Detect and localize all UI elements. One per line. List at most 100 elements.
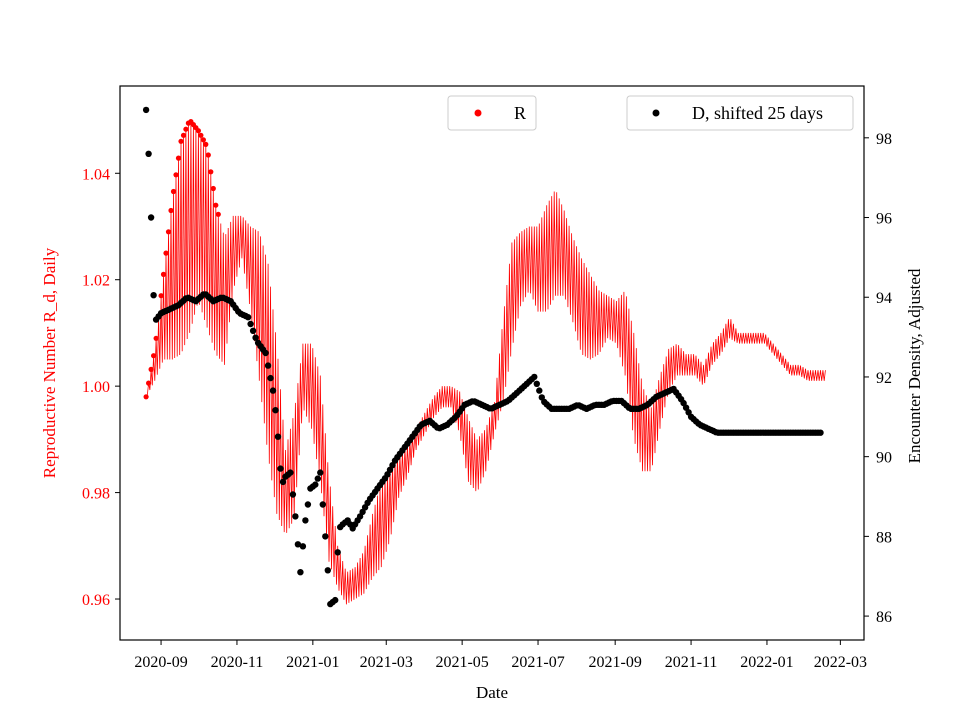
y-right-axis-ticks: 86 88 90 92 94 96 98 <box>864 131 892 626</box>
series-d-point <box>277 465 284 472</box>
y-left-tick-label: 0.96 <box>82 592 110 609</box>
plot-frame <box>119 85 865 641</box>
series-d-point <box>274 433 282 440</box>
y-right-axis-title: Encounter Density, Adjusted <box>905 268 924 463</box>
series-d-point <box>294 541 302 548</box>
series-r-point <box>213 202 219 208</box>
legend-r: R <box>447 95 537 131</box>
series-r-point <box>175 155 182 161</box>
x-tick-label: 2021-03 <box>360 654 413 671</box>
series-d-shifted <box>142 106 824 608</box>
series-r-point <box>160 271 167 277</box>
series-d-point <box>292 513 299 520</box>
series-r-point <box>178 138 184 144</box>
x-tick-label: 2021-07 <box>511 654 564 671</box>
x-tick-label: 2022-03 <box>814 654 867 671</box>
series-r-point <box>158 293 164 299</box>
series-r-point <box>163 250 169 256</box>
series-d-point <box>249 327 257 334</box>
series-r-point <box>180 132 187 138</box>
series-d-point <box>322 533 329 540</box>
x-tick-label: 2021-09 <box>589 654 642 671</box>
series-r-point <box>205 152 211 158</box>
series-r-point <box>200 137 206 143</box>
series-r-point <box>151 353 157 359</box>
legend-r-frame <box>447 95 537 131</box>
series-d-point <box>297 569 304 576</box>
y-right-tick-label: 90 <box>876 450 892 467</box>
series-r-point <box>146 380 152 386</box>
series-r-point <box>183 126 189 132</box>
legend-r-label: R <box>514 103 526 123</box>
series-d-point <box>317 469 324 476</box>
y-left-tick-label: 0.98 <box>82 486 110 503</box>
y-right-tick-label: 98 <box>876 131 892 148</box>
plot-area-background <box>120 86 864 640</box>
series-d-point <box>145 150 152 157</box>
series-r-point <box>168 207 174 214</box>
series-d-point <box>334 549 341 556</box>
series-r <box>143 119 826 605</box>
series-r-point <box>170 188 177 195</box>
series-d-point <box>262 349 269 357</box>
series-d-point <box>817 429 824 436</box>
y-left-tick-label: 1.02 <box>82 273 110 290</box>
x-tick-label: 2021-05 <box>435 654 488 671</box>
series-d-point <box>304 501 312 508</box>
y-left-axis-title: Reproductive Number R_d, Daily <box>40 247 59 478</box>
series-d-point <box>287 469 294 476</box>
series-d-point <box>244 314 252 321</box>
x-tick-label: 2020-09 <box>134 654 187 671</box>
series-r-point <box>153 335 159 341</box>
y-left-tick-label: 1.04 <box>82 166 110 183</box>
y-right-tick-label: 94 <box>876 290 892 307</box>
y-right-tick-label: 96 <box>876 211 892 228</box>
y-right-tick-label: 86 <box>876 609 892 626</box>
legend-d: D, shifted 25 days <box>626 95 854 131</box>
series-d-point <box>267 374 274 382</box>
x-tick-label: 2020-11 <box>211 654 264 671</box>
x-tick-label: 2022-01 <box>740 654 793 671</box>
legend-d-label: D, shifted 25 days <box>692 103 823 123</box>
series-d-point <box>299 543 307 550</box>
series-d-point <box>289 491 297 498</box>
series-d-point <box>324 567 331 574</box>
x-axis-title: Date <box>476 683 508 702</box>
y-left-axis-ticks: 0.96 0.98 1.00 1.02 1.04 <box>82 166 120 609</box>
series-d-point <box>247 320 254 328</box>
series-d-point <box>252 334 259 341</box>
series-r-point <box>215 211 221 217</box>
series-r-point <box>210 185 216 192</box>
series-d-point <box>531 373 538 381</box>
legend-r-marker <box>474 109 482 117</box>
series-r-point <box>195 128 201 134</box>
series-r-line <box>145 121 826 605</box>
x-tick-label: 2021-11 <box>665 654 718 671</box>
series-d-point <box>302 517 309 524</box>
series-r-point <box>208 169 214 175</box>
series-d-point <box>314 475 321 482</box>
series-d-point <box>150 292 157 299</box>
series-r-point <box>173 172 179 178</box>
series-r-point <box>198 132 204 138</box>
series-d-point <box>279 478 287 486</box>
series-r-point <box>203 141 209 147</box>
series-d-point <box>264 362 272 369</box>
x-axis-ticks: 2020-09 2020-11 2021-01 2021-03 2021-05 2021-… <box>134 640 867 671</box>
series-r-point <box>143 394 149 400</box>
series-r-point <box>148 366 154 372</box>
y-right-tick-label: 92 <box>876 370 892 387</box>
series-d-point <box>319 501 326 508</box>
x-tick-label: 2021-01 <box>286 654 339 671</box>
series-d-point <box>269 387 277 394</box>
series-d-point <box>533 380 540 387</box>
series-r-point <box>165 229 172 235</box>
series-d-point <box>147 214 155 221</box>
y-right-tick-label: 88 <box>876 529 892 546</box>
series-d-point <box>312 481 319 488</box>
series-d-point <box>332 596 339 604</box>
y-left-tick-label: 1.00 <box>82 379 110 396</box>
legend-d-frame <box>626 95 854 131</box>
